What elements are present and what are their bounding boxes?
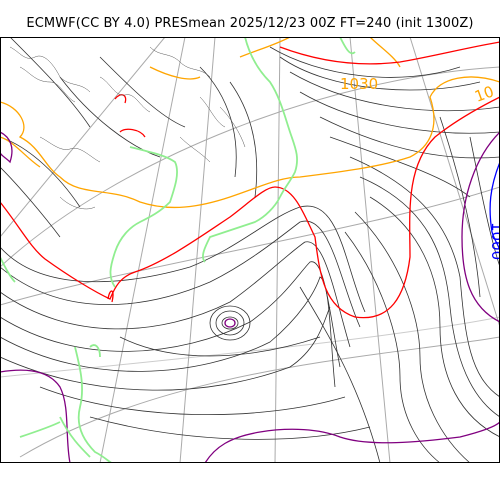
- graticule: [0, 37, 500, 463]
- latitude-line-1: [0, 66, 500, 268]
- isobar-1020: [0, 41, 500, 319]
- chart-title: ECMWF(CC BY 4.0) PRESmean 2025/12/23 00Z…: [26, 16, 474, 31]
- coastline: [0, 37, 356, 463]
- longitude-line-2: [179, 37, 216, 463]
- isobar-1030: [0, 37, 500, 209]
- longitude-line-3: [274, 37, 281, 463]
- isobar-1010: [0, 131, 500, 463]
- latitude-line-2: [0, 186, 500, 306]
- terrain-contours: [9, 46, 246, 210]
- latitude-line-4: [0, 316, 500, 378]
- contour-label-1000: 1000: [488, 222, 500, 260]
- longitude-line-4: [349, 37, 391, 463]
- isobar-1000: [489, 161, 500, 253]
- map-svg: 1030 10 1000: [0, 37, 500, 463]
- longitude-line-1: [99, 37, 186, 463]
- isobars-minor: [0, 37, 500, 463]
- contour-label-1030: 1030: [340, 75, 378, 93]
- pressure-map: 1030 10 1000: [0, 37, 500, 463]
- latitude-line-3: [19, 336, 500, 458]
- longitude-line-6: [0, 37, 166, 238]
- contour-label-10-right: 10: [472, 82, 496, 105]
- longitude-line-5: [409, 37, 500, 328]
